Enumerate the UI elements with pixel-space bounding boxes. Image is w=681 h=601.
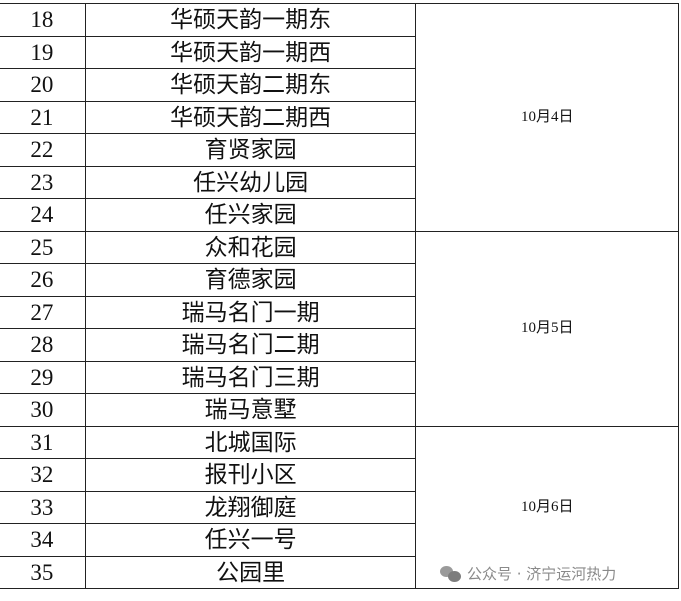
table-row: 27 瑞马名门一期 (0, 295, 679, 329)
row-number: 19 (0, 35, 86, 69)
community-name: 任兴一号 (84, 523, 417, 557)
table-row: 26 育德家园 (0, 263, 679, 297)
community-name: 瑞马名门一期 (84, 295, 417, 329)
table-row: 34 任兴一号 (0, 523, 679, 557)
row-number: 34 (0, 523, 86, 557)
row-number: 26 (0, 263, 86, 297)
schedule-table-body: 18 华硕天韵一期东 10月4日 19 华硕天韵一期西 20 华硕天韵二期东 21 华硕天韵二期… (0, 3, 679, 589)
row-number: 18 (0, 3, 86, 37)
table-row: 24 任兴家园 (0, 198, 679, 232)
schedule-table: 18 华硕天韵一期东 10月4日 19 华硕天韵一期西 20 华硕天韵二期东 21 华硕天韵二期… (0, 3, 679, 589)
date-cell: 10月5日 (415, 230, 679, 427)
row-number: 23 (0, 165, 86, 199)
row-number: 20 (0, 68, 86, 102)
community-name: 任兴家园 (84, 198, 417, 232)
row-number: 29 (0, 360, 86, 394)
row-number: 22 (0, 133, 86, 167)
community-name: 华硕天韵二期西 (84, 100, 417, 134)
community-name: 育德家园 (84, 263, 417, 297)
row-number: 27 (0, 295, 86, 329)
community-name: 育贤家园 (84, 133, 417, 167)
date-cell: 10月6日 (415, 425, 679, 589)
watermark: 公众号 · 济宁运河热力 (440, 563, 617, 584)
row-number: 28 (0, 328, 86, 362)
community-name: 任兴幼儿园 (84, 165, 417, 199)
community-name: 华硕天韵一期西 (84, 35, 417, 69)
table-row: 30 瑞马意墅 (0, 393, 679, 427)
community-name: 龙翔御庭 (84, 490, 417, 524)
table-row: 31 北城国际 10月6日 (0, 425, 679, 589)
table-row: 19 华硕天韵一期西 (0, 35, 679, 69)
row-number: 35 (0, 555, 86, 589)
row-number: 24 (0, 198, 86, 232)
community-name: 华硕天韵二期东 (84, 68, 417, 102)
table-row: 25 众和花园 10月5日 (0, 230, 679, 427)
table-row: 23 任兴幼儿园 (0, 165, 679, 199)
community-name: 北城国际 (84, 425, 417, 459)
community-name: 报刊小区 (84, 458, 417, 492)
row-number: 21 (0, 100, 86, 134)
row-number: 30 (0, 393, 86, 427)
table-row: 18 华硕天韵一期东 10月4日 (0, 3, 679, 232)
community-name: 瑞马名门二期 (84, 328, 417, 362)
community-name: 众和花园 (84, 230, 417, 264)
watermark-text: 公众号 · 济宁运河热力 (467, 565, 617, 583)
community-name: 瑞马名门三期 (84, 360, 417, 394)
row-number: 32 (0, 458, 86, 492)
table-row: 32 报刊小区 (0, 458, 679, 492)
table-row: 35 公园里 (0, 555, 679, 589)
row-number: 25 (0, 230, 86, 264)
row-number: 31 (0, 425, 86, 459)
table-row: 28 瑞马名门二期 (0, 328, 679, 362)
community-name: 瑞马意墅 (84, 393, 417, 427)
community-name: 公园里 (84, 555, 417, 589)
wechat-icon (440, 565, 462, 582)
date-cell: 10月4日 (415, 3, 679, 232)
community-name: 华硕天韵一期东 (84, 3, 417, 37)
table-row: 21 华硕天韵二期西 (0, 100, 679, 134)
table-row: 22 育贤家园 (0, 133, 679, 167)
row-number: 33 (0, 490, 86, 524)
